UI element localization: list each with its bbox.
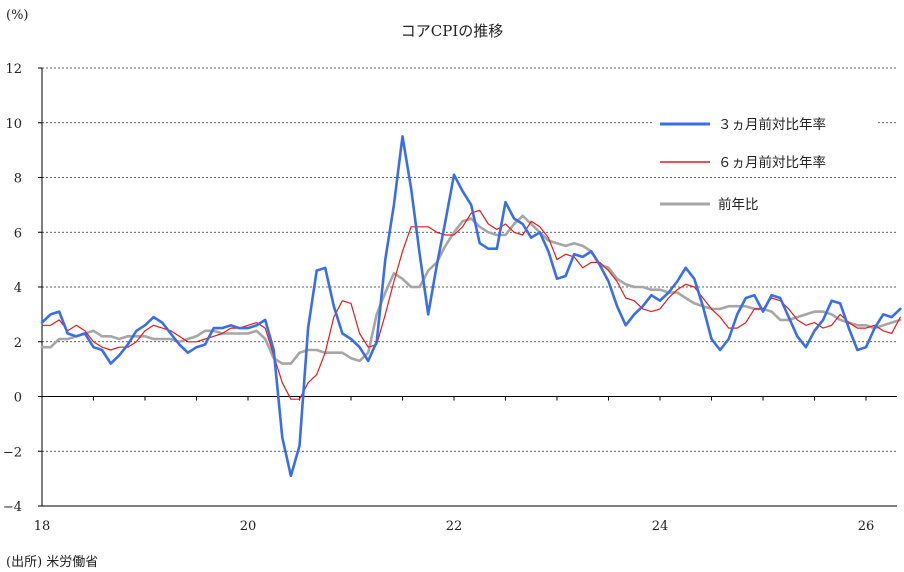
- y-tick-label: 0: [14, 391, 22, 406]
- y-axis-unit-label: (%): [6, 8, 29, 23]
- legend-label: ６ヵ月前対比年率: [718, 154, 826, 171]
- legend-label: ３ヵ月前対比年率: [718, 116, 826, 133]
- source-note: (出所) 米労働省: [6, 555, 99, 570]
- y-tick-label: −2: [3, 445, 22, 460]
- chart-title: コアCPIの推移: [400, 22, 504, 40]
- legend-label: 前年比: [718, 196, 759, 213]
- x-tick-label: 24: [652, 519, 669, 534]
- y-tick-label: 10: [5, 117, 22, 132]
- y-tick-label: 4: [14, 281, 22, 296]
- y-tick-label: −4: [3, 500, 22, 515]
- x-tick-label: 26: [858, 519, 875, 534]
- y-tick-label: 8: [14, 172, 22, 187]
- series-lines: [40, 135, 902, 478]
- x-tick-label: 18: [34, 519, 51, 534]
- y-tick-label: 6: [14, 226, 22, 241]
- x-tick-label: 22: [446, 519, 463, 534]
- y-tick-label: 2: [14, 336, 22, 351]
- y-tick-label: 12: [5, 62, 22, 77]
- series-line-0: [40, 135, 902, 478]
- x-tick-label: 20: [240, 519, 257, 534]
- series-line-1: [41, 209, 901, 400]
